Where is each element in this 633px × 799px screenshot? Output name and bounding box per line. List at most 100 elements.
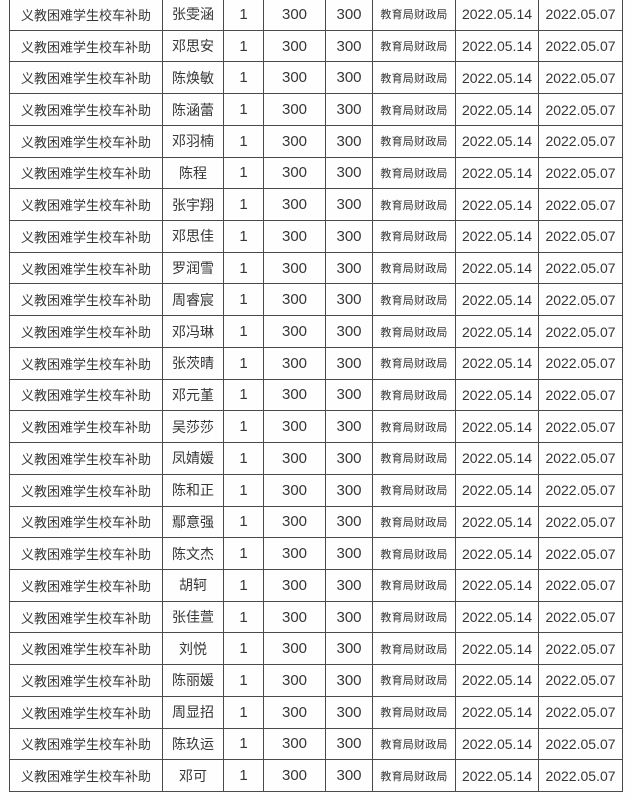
cell-student-name: 凤婧媛 xyxy=(162,442,224,475)
table-row: 义教困难学生校车补助 陈和正 1 300 300 教育局财政局 2022.05.14 2022… xyxy=(9,473,623,507)
cell-payment-date: 2022.05.07 xyxy=(538,695,623,729)
cell-student-name: 邓可 xyxy=(162,759,224,792)
cell-payment-date: 2022.05.07 xyxy=(538,315,623,348)
table-row: 义教困难学生校车补助 张雯涵 1 300 300 教育局财政局 2022.05.14 2022… xyxy=(9,0,623,31)
cell-quantity: 1 xyxy=(223,537,264,570)
cell-paid-amount: 300 xyxy=(325,124,373,158)
cell-paid-amount: 300 xyxy=(325,664,373,697)
cell-approval-date: 2022.05.14 xyxy=(455,93,539,126)
cell-payment-date: 2022.05.07 xyxy=(538,537,623,570)
cell-payment-date: 2022.05.07 xyxy=(538,93,623,126)
table-body: 义教困难学生校车补助 张雯涵 1 300 300 教育局财政局 2022.05.14 2022… xyxy=(9,0,623,792)
cell-student-name: 陈文杰 xyxy=(162,537,224,570)
cell-paid-amount: 300 xyxy=(325,695,373,729)
table-row: 义教困难学生校车补助 张茨晴 1 300 300 教育局财政局 2022.05.14 2022… xyxy=(9,346,623,380)
cell-paid-amount: 300 xyxy=(325,29,373,63)
cell-approval-date: 2022.05.14 xyxy=(455,568,539,602)
cell-paid-amount: 300 xyxy=(325,759,373,792)
cell-agency: 教育局财政局 xyxy=(372,378,456,412)
cell-quantity: 1 xyxy=(223,29,264,63)
cell-quantity: 1 xyxy=(223,315,264,348)
cell-approval-date: 2022.05.14 xyxy=(455,727,539,761)
cell-paid-amount: 300 xyxy=(325,378,373,412)
cell-standard-amount: 300 xyxy=(263,568,326,602)
cell-student-name: 邓思安 xyxy=(162,29,224,63)
cell-subsidy-name: 义教困难学生校车补助 xyxy=(9,664,163,697)
cell-agency: 教育局财政局 xyxy=(372,188,456,222)
cell-standard-amount: 300 xyxy=(263,442,326,475)
cell-approval-date: 2022.05.14 xyxy=(455,505,539,539)
cell-quantity: 1 xyxy=(223,93,264,126)
cell-student-name: 陈玖运 xyxy=(162,727,224,761)
table-row: 义教困难学生校车补助 张佳萱 1 300 300 教育局财政局 2022.05.14 2022… xyxy=(9,600,623,634)
cell-approval-date: 2022.05.14 xyxy=(455,378,539,412)
cell-standard-amount: 300 xyxy=(263,124,326,158)
cell-subsidy-name: 义教困难学生校车补助 xyxy=(9,727,163,761)
cell-student-name: 吴莎莎 xyxy=(162,410,224,444)
cell-quantity: 1 xyxy=(223,188,264,222)
cell-agency: 教育局财政局 xyxy=(372,93,456,126)
cell-paid-amount: 300 xyxy=(325,93,373,126)
cell-paid-amount: 300 xyxy=(325,568,373,602)
cell-subsidy-name: 义教困难学生校车补助 xyxy=(9,600,163,634)
cell-agency: 教育局财政局 xyxy=(372,600,456,634)
cell-standard-amount: 300 xyxy=(263,410,326,444)
cell-paid-amount: 300 xyxy=(325,156,373,190)
cell-subsidy-name: 义教困难学生校车补助 xyxy=(9,695,163,729)
table-row: 义教困难学生校车补助 邓思安 1 300 300 教育局财政局 2022.05.14 2022… xyxy=(9,29,623,63)
cell-payment-date: 2022.05.07 xyxy=(538,378,623,412)
cell-payment-date: 2022.05.07 xyxy=(538,632,623,666)
cell-approval-date: 2022.05.14 xyxy=(455,156,539,190)
cell-agency: 教育局财政局 xyxy=(372,410,456,444)
cell-approval-date: 2022.05.14 xyxy=(455,0,539,31)
cell-approval-date: 2022.05.14 xyxy=(455,61,539,95)
cell-agency: 教育局财政局 xyxy=(372,251,456,285)
cell-subsidy-name: 义教困难学生校车补助 xyxy=(9,537,163,570)
cell-payment-date: 2022.05.07 xyxy=(538,442,623,475)
cell-payment-date: 2022.05.07 xyxy=(538,283,623,317)
cell-standard-amount: 300 xyxy=(263,600,326,634)
cell-agency: 教育局财政局 xyxy=(372,537,456,570)
cell-standard-amount: 300 xyxy=(263,473,326,507)
cell-standard-amount: 300 xyxy=(263,695,326,729)
cell-payment-date: 2022.05.07 xyxy=(538,473,623,507)
table-row: 义教困难学生校车补助 周睿宸 1 300 300 教育局财政局 2022.05.14 2022… xyxy=(9,283,623,317)
table-row: 义教困难学生校车补助 陈玖运 1 300 300 教育局财政局 2022.05.14 2022… xyxy=(9,727,623,761)
table-row: 义教困难学生校车补助 邓元堇 1 300 300 教育局财政局 2022.05.14 2022… xyxy=(9,378,623,412)
cell-student-name: 鄢意强 xyxy=(162,505,224,539)
cell-standard-amount: 300 xyxy=(263,188,326,222)
cell-agency: 教育局财政局 xyxy=(372,568,456,602)
cell-approval-date: 2022.05.14 xyxy=(455,220,539,253)
cell-paid-amount: 300 xyxy=(325,283,373,317)
cell-payment-date: 2022.05.07 xyxy=(538,220,623,253)
cell-standard-amount: 300 xyxy=(263,251,326,285)
cell-approval-date: 2022.05.14 xyxy=(455,188,539,222)
cell-quantity: 1 xyxy=(223,251,264,285)
cell-paid-amount: 300 xyxy=(325,537,373,570)
cell-approval-date: 2022.05.14 xyxy=(455,442,539,475)
cell-agency: 教育局财政局 xyxy=(372,220,456,253)
cell-payment-date: 2022.05.07 xyxy=(538,124,623,158)
cell-standard-amount: 300 xyxy=(263,505,326,539)
cell-quantity: 1 xyxy=(223,410,264,444)
table-row: 义教困难学生校车补助 凤婧媛 1 300 300 教育局财政局 2022.05.14 2022… xyxy=(9,442,623,475)
cell-payment-date: 2022.05.07 xyxy=(538,0,623,31)
cell-payment-date: 2022.05.07 xyxy=(538,505,623,539)
table-row: 义教困难学生校车补助 陈文杰 1 300 300 教育局财政局 2022.05.14 2022… xyxy=(9,537,623,570)
cell-standard-amount: 300 xyxy=(263,283,326,317)
cell-subsidy-name: 义教困难学生校车补助 xyxy=(9,283,163,317)
cell-approval-date: 2022.05.14 xyxy=(455,29,539,63)
table-row: 义教困难学生校车补助 刘悦 1 300 300 教育局财政局 2022.05.14 2022.… xyxy=(9,632,623,666)
cell-standard-amount: 300 xyxy=(263,727,326,761)
cell-agency: 教育局财政局 xyxy=(372,505,456,539)
cell-subsidy-name: 义教困难学生校车补助 xyxy=(9,220,163,253)
table-row: 义教困难学生校车补助 罗润雪 1 300 300 教育局财政局 2022.05.14 2022… xyxy=(9,251,623,285)
cell-standard-amount: 300 xyxy=(263,315,326,348)
cell-quantity: 1 xyxy=(223,695,264,729)
cell-payment-date: 2022.05.07 xyxy=(538,346,623,380)
cell-subsidy-name: 义教困难学生校车补助 xyxy=(9,632,163,666)
cell-payment-date: 2022.05.07 xyxy=(538,156,623,190)
table-row: 义教困难学生校车补助 陈涵蕾 1 300 300 教育局财政局 2022.05.14 2022… xyxy=(9,93,623,126)
cell-standard-amount: 300 xyxy=(263,537,326,570)
cell-paid-amount: 300 xyxy=(325,315,373,348)
